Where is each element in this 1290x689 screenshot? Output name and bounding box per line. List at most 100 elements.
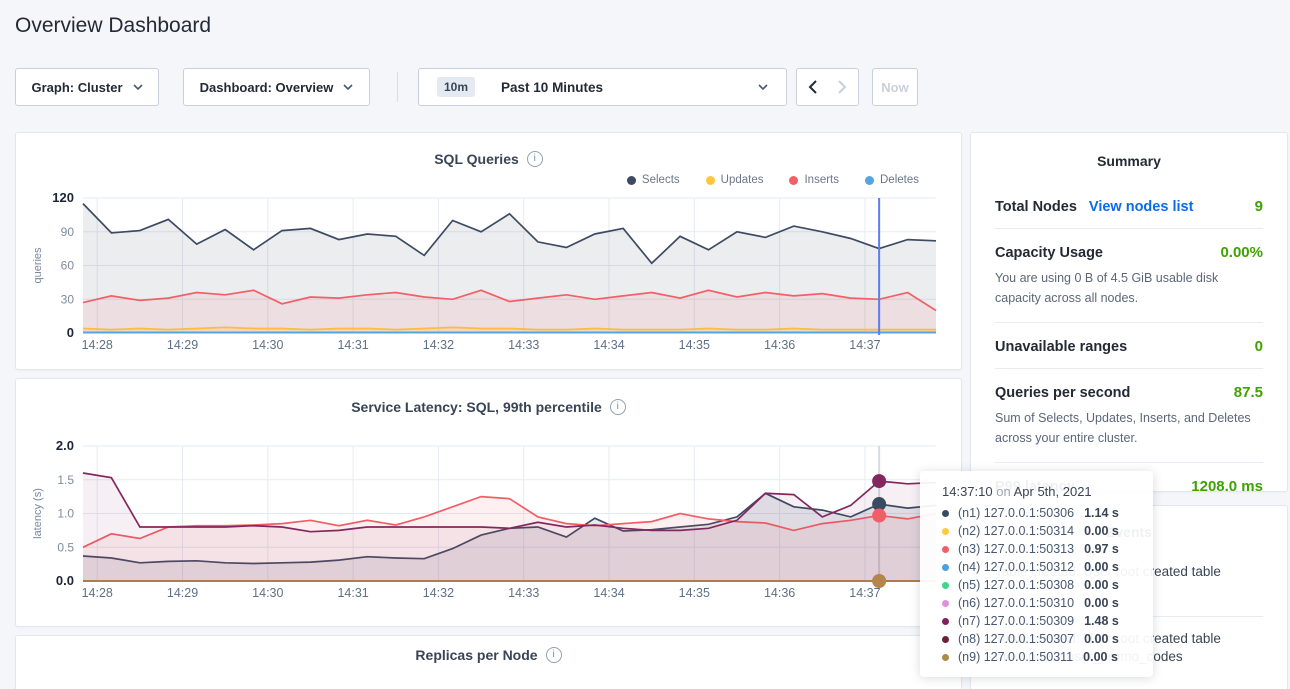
crosshair-dot — [872, 574, 886, 588]
tooltip-node-value: 0.00 s — [1084, 596, 1119, 610]
chart-hover-tooltip: 14:37:10 on Apr 5th, 2021 (n1) 127.0.0.1… — [920, 471, 1153, 677]
tooltip-node-row: (n4) 127.0.0.1:50312 0.00 s — [942, 558, 1153, 576]
y-tick-label: 1.0 — [57, 507, 74, 521]
legend-item[interactable]: Updates — [706, 173, 764, 187]
time-range-dropdown[interactable]: 10m Past 10 Minutes — [418, 68, 787, 106]
tooltip-node-label: (n9) 127.0.0.1:50311 — [958, 650, 1073, 664]
y-tick-label: 120 — [52, 190, 74, 205]
y-tick-label: 0.5 — [57, 540, 74, 554]
summary-label: Total Nodes — [995, 199, 1077, 215]
x-tick-label: 14:36 — [764, 586, 795, 600]
y-tick-label: 2.0 — [56, 438, 74, 453]
summary-row-total-nodes: Total Nodes View nodes list 9 — [995, 183, 1263, 228]
summary-value: 1208.0 ms — [1191, 478, 1263, 495]
x-tick-label: 14:34 — [593, 338, 624, 352]
tooltip-timestamp: 14:37:10 on Apr 5th, 2021 — [942, 484, 1153, 499]
tooltip-node-label: (n4) 127.0.0.1:50312 — [958, 560, 1074, 574]
dashboard-dropdown[interactable]: Dashboard: Overview — [183, 68, 370, 106]
dashboard-dropdown-label: Dashboard: Overview — [200, 80, 334, 95]
info-icon[interactable]: i — [546, 647, 562, 663]
summary-value: 87.5 — [1234, 384, 1263, 401]
legend-label: Deletes — [880, 174, 919, 186]
summary-description: Sum of Selects, Updates, Inserts, and De… — [995, 408, 1263, 462]
tooltip-node-value: 0.00 s — [1084, 632, 1119, 646]
tooltip-node-label: (n6) 127.0.0.1:50310 — [958, 596, 1074, 610]
tooltip-node-value: 1.48 s — [1084, 614, 1119, 628]
view-nodes-list-link[interactable]: View nodes list — [1089, 199, 1194, 215]
x-tick-label: 14:35 — [679, 338, 710, 352]
y-axis-label: queries — [32, 247, 44, 284]
summary-label: Queries per second — [995, 385, 1130, 401]
chevron-left-icon — [808, 80, 817, 94]
time-back-button[interactable] — [796, 68, 828, 106]
tooltip-node-value: 0.00 s — [1084, 524, 1119, 538]
tooltip-node-label: (n5) 127.0.0.1:50308 — [958, 578, 1074, 592]
info-icon[interactable]: i — [610, 399, 626, 415]
x-tick-label: 14:30 — [252, 586, 283, 600]
summary-label: Capacity Usage — [995, 245, 1103, 261]
legend-dot-icon — [706, 176, 715, 185]
page-title: Overview Dashboard — [15, 14, 211, 38]
time-range-label: Past 10 Minutes — [501, 80, 603, 95]
chevron-down-icon — [758, 84, 768, 90]
y-tick-label: 30 — [61, 292, 75, 306]
y-tick-label: 1.5 — [57, 473, 74, 487]
legend-label: Updates — [721, 174, 764, 186]
x-tick-label: 14:32 — [423, 338, 454, 352]
info-icon[interactable]: i — [527, 151, 543, 167]
legend-item[interactable]: Selects — [627, 173, 680, 187]
y-tick-label: 0.0 — [56, 573, 74, 588]
tooltip-node-row: (n2) 127.0.0.1:503140.00 s — [942, 522, 1153, 540]
tooltip-node-row: (n8) 127.0.0.1:503070.00 s — [942, 630, 1153, 648]
summary-label: Unavailable ranges — [995, 339, 1127, 355]
summary-value: 0.00% — [1220, 244, 1263, 261]
tooltip-node-row: (n3) 127.0.0.1:503130.97 s — [942, 540, 1153, 558]
series-dot-icon — [942, 564, 949, 571]
toolbar-divider — [397, 72, 398, 102]
summary-row-unavailable-ranges: Unavailable ranges 0 — [995, 322, 1263, 368]
chevron-right-icon — [838, 80, 847, 94]
legend-dot-icon — [789, 176, 798, 185]
chart-title: Replicas per Node — [415, 647, 537, 663]
y-tick-label: 90 — [61, 225, 75, 239]
series-dot-icon — [942, 582, 949, 589]
legend-label: Selects — [642, 174, 680, 186]
legend-dot-icon — [865, 176, 874, 185]
time-forward-button[interactable] — [827, 68, 859, 106]
x-tick-label: 14:28 — [82, 338, 113, 352]
tooltip-node-value: 0.00 s — [1084, 560, 1119, 574]
tooltip-node-label: (n3) 127.0.0.1:50313 — [958, 542, 1074, 556]
sql-queries-chart[interactable]: 14:2814:2914:3014:3114:3214:3314:3414:35… — [31, 187, 948, 355]
tooltip-node-label: (n1) 127.0.0.1:50306 — [958, 506, 1074, 520]
tooltip-node-value: 0.00 s — [1084, 578, 1119, 592]
chart-legend: Selects Updates Inserts Deletes — [31, 173, 946, 187]
now-button[interactable]: Now — [872, 68, 918, 106]
legend-item[interactable]: Deletes — [865, 173, 919, 187]
summary-heading: Summary — [995, 153, 1263, 169]
x-tick-label: 14:34 — [593, 586, 624, 600]
tooltip-node-row: (n7) 127.0.0.1:50309 1.48 s — [942, 612, 1153, 630]
tooltip-node-value: 1.14 s — [1084, 506, 1119, 520]
x-tick-label: 14:37 — [849, 338, 880, 352]
series-dot-icon — [942, 654, 949, 661]
tooltip-node-value: 0.00 s — [1083, 650, 1118, 664]
now-button-label: Now — [881, 80, 908, 95]
y-tick-label: 60 — [61, 259, 75, 273]
legend-label: Inserts — [804, 174, 839, 186]
service-latency-chart[interactable]: 14:2814:2914:3014:3114:3214:3314:3414:35… — [31, 438, 948, 610]
x-tick-label: 14:33 — [508, 586, 539, 600]
legend-item[interactable]: Inserts — [789, 173, 839, 187]
replicas-per-node-card: Replicas per Node i — [15, 635, 962, 689]
graph-dropdown-label: Graph: Cluster — [31, 80, 122, 95]
graph-dropdown[interactable]: Graph: Cluster — [15, 68, 159, 106]
x-tick-label: 14:36 — [764, 338, 795, 352]
summary-value: 0 — [1255, 338, 1263, 355]
series-dot-icon — [942, 510, 949, 517]
series-dot-icon — [942, 618, 949, 625]
service-latency-card: Service Latency: SQL, 99th percentile i … — [15, 378, 962, 627]
series-dot-icon — [942, 600, 949, 607]
sql-queries-card: SQL Queries i SelectsUpdatesInsertsDelet… — [15, 132, 962, 370]
tooltip-node-label: (n7) 127.0.0.1:50309 — [958, 614, 1074, 628]
x-tick-label: 14:31 — [337, 338, 368, 352]
tooltip-node-row: (n5) 127.0.0.1:50308 0.00 s — [942, 576, 1153, 594]
